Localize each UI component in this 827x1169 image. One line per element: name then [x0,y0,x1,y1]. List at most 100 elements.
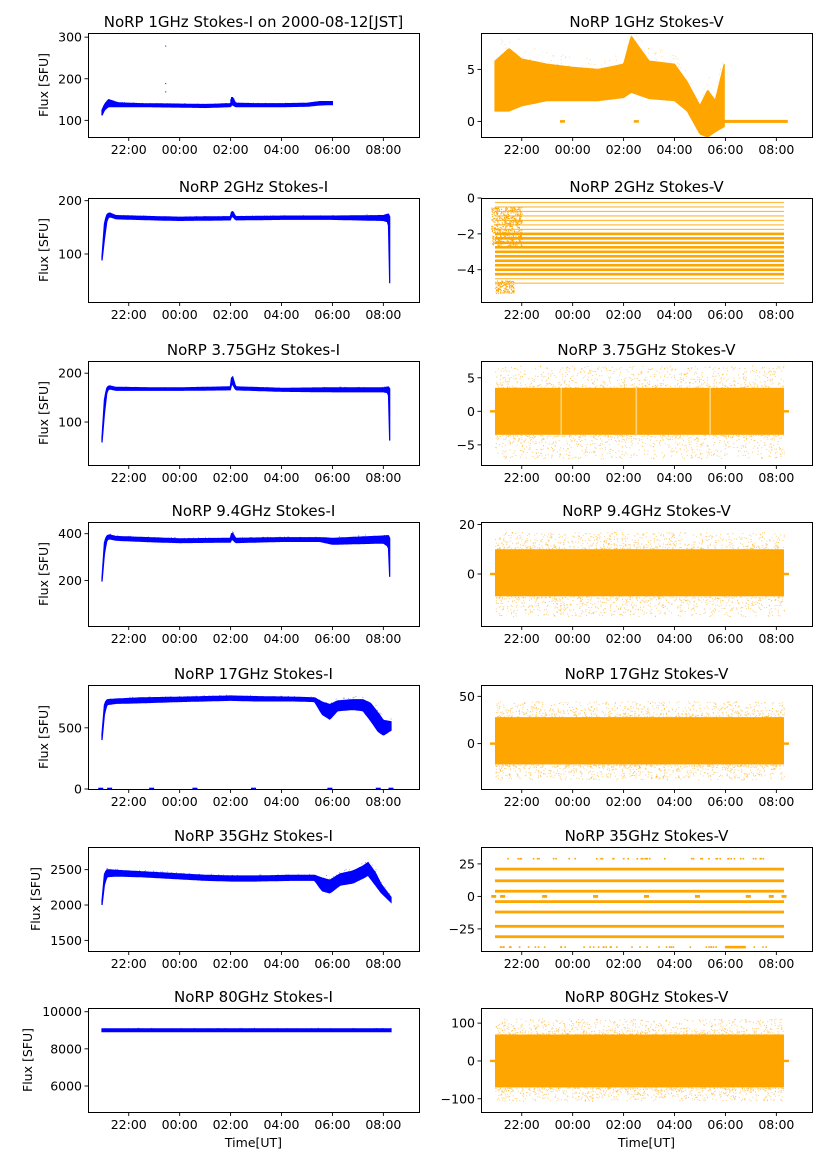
series-point [728,596,730,598]
series-point [733,547,734,549]
x-tick-label: 02:00 [213,307,249,322]
series-point [554,601,556,603]
series-point [614,715,616,717]
series-point [505,598,507,600]
series-point [515,705,517,707]
y-axis-label: Flux [SFU] [36,542,51,606]
series-point [699,449,701,451]
series-point [556,600,558,602]
series-point [773,546,775,548]
series-point [706,599,708,601]
series-point [546,548,548,550]
series-point [578,615,580,617]
series-point [619,457,621,458]
x-tick-label: 04:00 [263,631,299,646]
y-axis-label: Flux [SFU] [36,218,51,282]
series-point [659,545,661,547]
series-point [635,542,636,543]
series-point [621,385,623,387]
series-point [168,697,170,698]
series-point [594,548,596,550]
series-point [679,604,681,606]
series-point [764,532,765,534]
series-point [725,435,727,437]
series-point [562,367,564,369]
series-point [692,456,694,458]
series-point [648,368,650,370]
series-point [659,545,660,547]
series-point [574,387,576,389]
series-point [724,455,726,456]
series-point [313,387,314,389]
series-point [507,232,509,234]
series-point [731,714,733,716]
series-point [499,231,501,233]
series-point [503,292,505,294]
series-point [670,540,672,541]
series-point [742,454,744,456]
series-point [203,695,205,697]
level-line [495,228,784,230]
series-point [359,386,360,388]
series-point [580,537,582,538]
series-point [694,766,695,768]
series-point [654,597,656,598]
series-point [647,371,649,373]
series-point [517,440,519,442]
series-point [614,547,616,549]
series-point [507,283,509,285]
series-point [687,770,689,772]
series-point [515,547,517,549]
series-point [605,702,607,704]
series-point [547,614,549,616]
dash-marker [559,120,565,123]
series-point [518,237,520,239]
series-point [655,713,657,715]
series-point [783,610,785,612]
series-point [767,371,769,373]
series-point [781,450,783,452]
x-tick-label: 08:00 [758,470,794,485]
series-point [326,387,327,389]
series-point [509,220,511,222]
series-point [690,547,692,549]
series-point [644,547,646,549]
series-point [559,381,561,383]
series-point [745,546,747,547]
series-point [689,772,691,774]
series-point [309,387,310,389]
series-point [677,383,679,384]
series-point [725,605,727,607]
series-point [659,383,661,385]
series-point [503,224,505,226]
series-point [503,290,505,292]
series-point [507,384,509,386]
series-point [720,387,722,389]
series-point [511,210,513,212]
series-point [747,604,749,606]
series-point [641,711,643,713]
series-point [582,385,584,387]
series-point [599,385,601,387]
series-point [570,436,572,438]
series-point [687,544,688,546]
series-point [318,699,320,701]
series-point [707,540,709,541]
series-point [610,604,612,606]
series-point [662,596,664,598]
series-point [498,229,500,231]
series-point [520,244,522,246]
series-point [632,384,634,386]
series-point [510,282,512,284]
series-point [641,600,643,602]
series-point [648,387,650,389]
series-point [719,710,721,711]
series-point [339,386,341,388]
series-point [534,597,536,599]
series-point [306,387,308,389]
series-point [536,767,537,768]
series-point [505,438,506,440]
series-point [386,386,387,388]
series-point [634,540,636,542]
series-point [560,608,562,610]
